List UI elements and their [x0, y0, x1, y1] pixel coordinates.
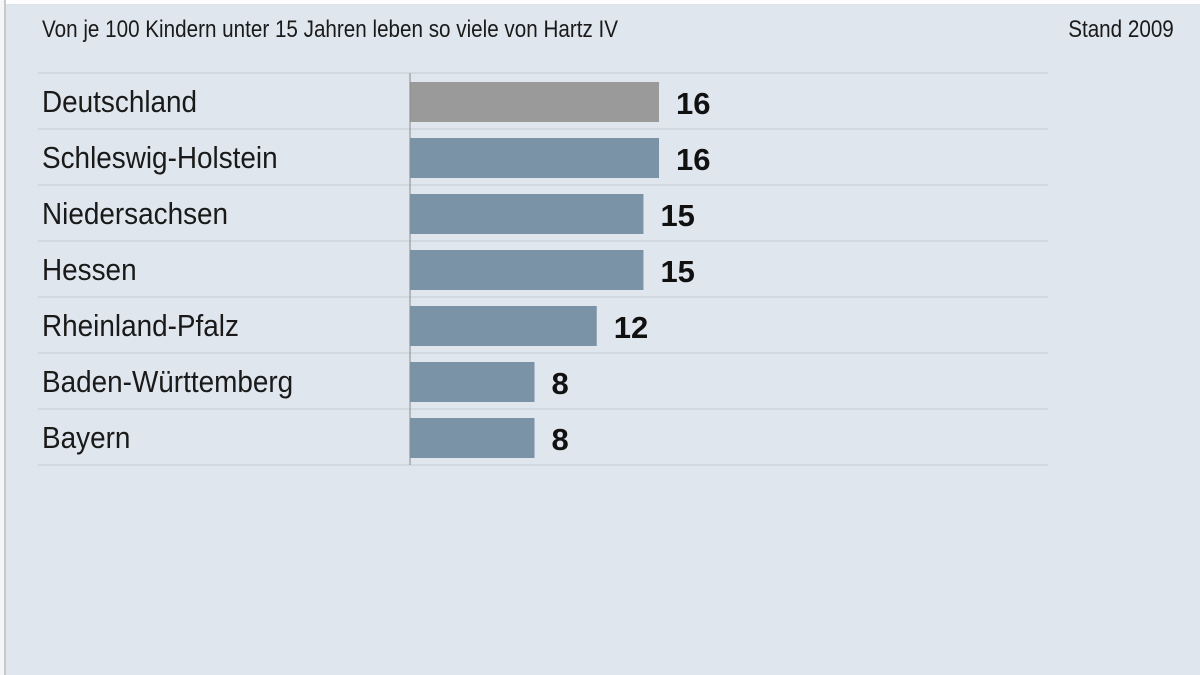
bar	[410, 194, 644, 234]
bar	[410, 138, 659, 178]
category-label: Schleswig-Holstein	[42, 141, 278, 176]
bar	[410, 418, 535, 458]
category-label: Hessen	[42, 253, 137, 288]
value-label: 15	[660, 254, 694, 289]
bar	[410, 306, 597, 346]
value-label: 16	[676, 86, 710, 121]
value-label: 8	[552, 366, 569, 401]
value-label: 16	[676, 142, 710, 177]
chart-title: Von je 100 Kindern unter 15 Jahren leben…	[42, 16, 618, 43]
category-label: Bayern	[42, 421, 130, 456]
bar	[410, 82, 659, 122]
category-label: Baden-Württemberg	[42, 365, 293, 400]
category-label: Niedersachsen	[42, 197, 228, 232]
chart-note: Stand 2009	[1068, 16, 1174, 43]
value-label: 12	[614, 310, 648, 345]
bar	[410, 250, 644, 290]
value-label: 8	[552, 422, 569, 457]
bar	[410, 362, 535, 402]
category-label: Deutschland	[42, 85, 197, 120]
category-label: Rheinland-Pfalz	[42, 309, 239, 344]
value-label: 15	[660, 198, 694, 233]
